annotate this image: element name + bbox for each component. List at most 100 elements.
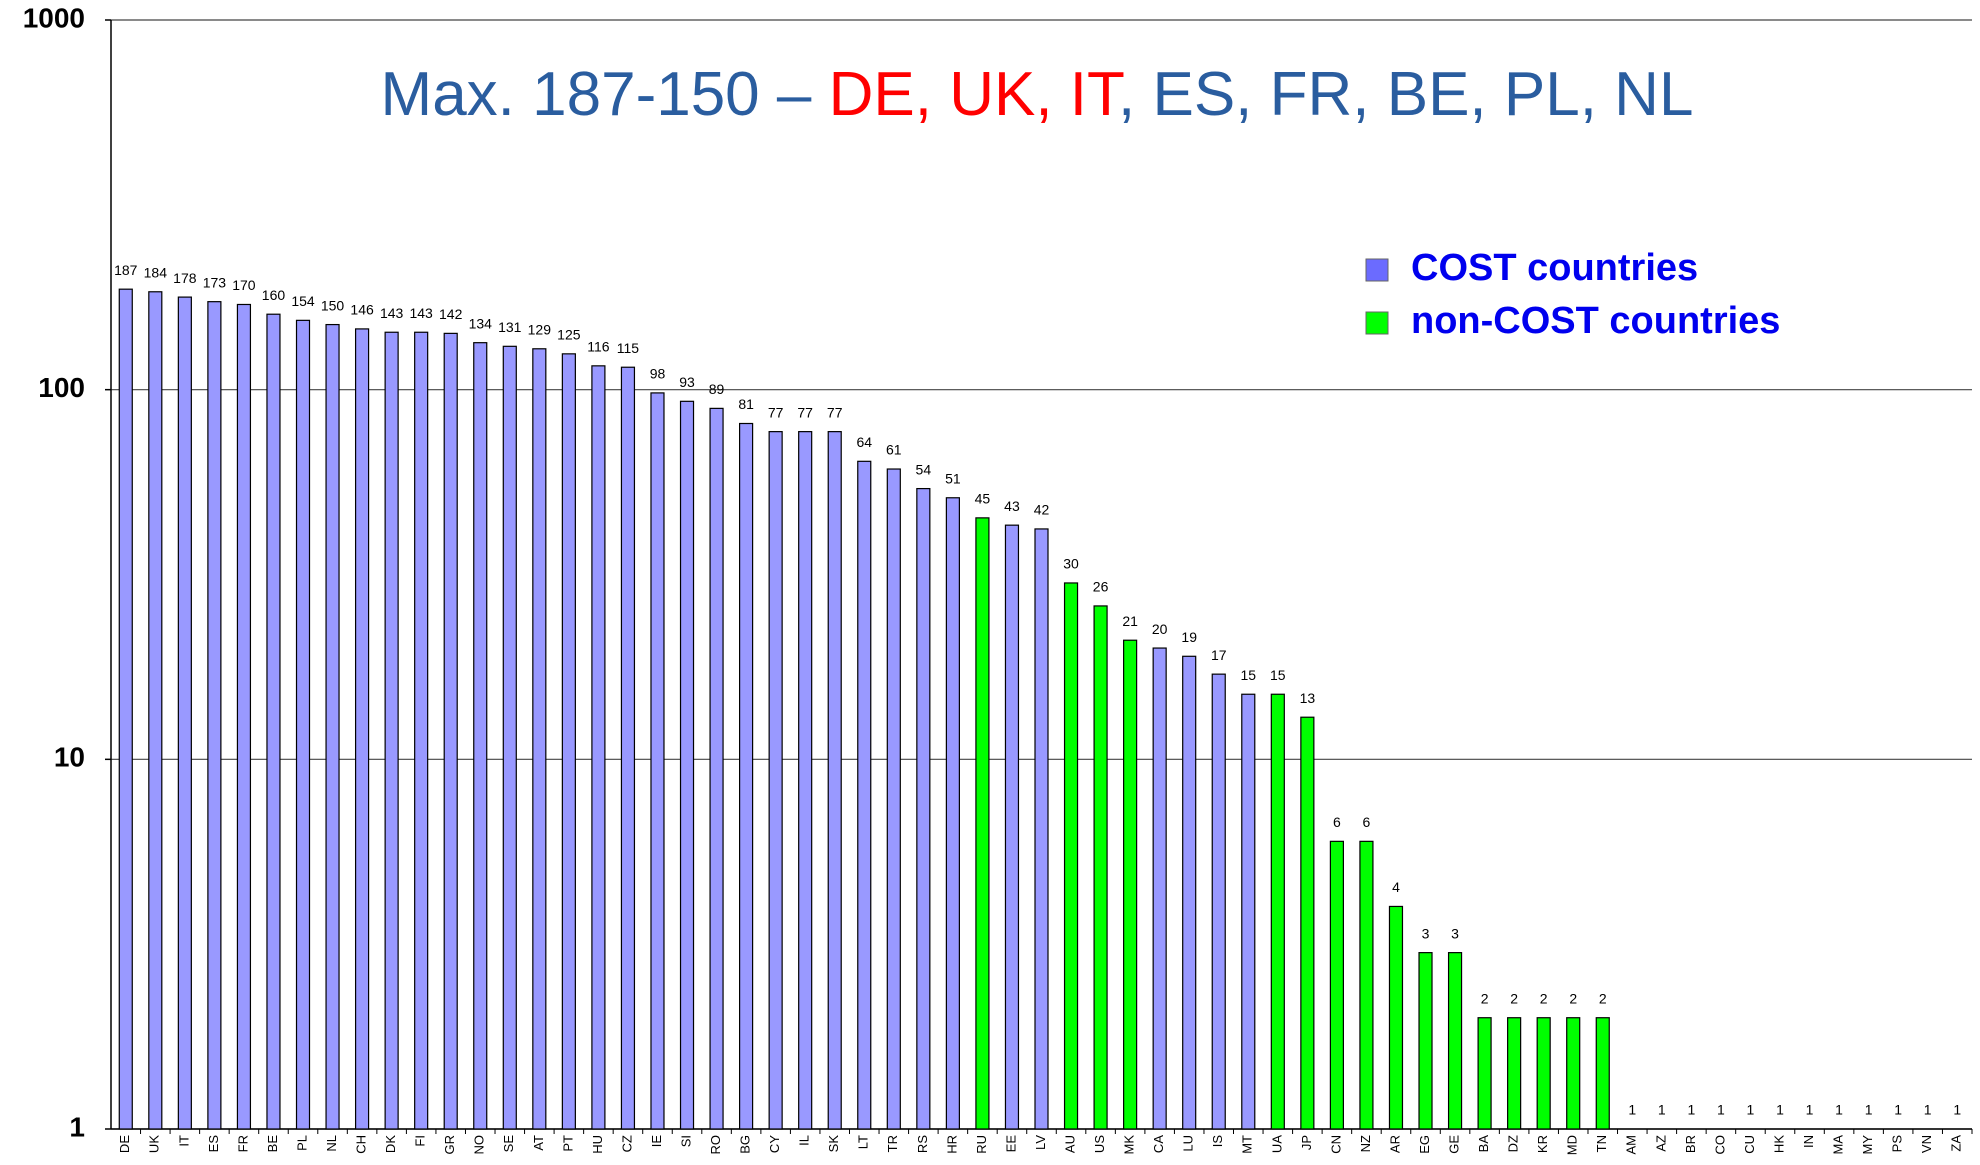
- x-tick-label: EE: [1003, 1135, 1018, 1153]
- data-label: 89: [709, 381, 725, 397]
- x-tick-label: RO: [708, 1135, 723, 1155]
- x-tick-label: HK: [1771, 1135, 1786, 1153]
- bar: [650, 392, 665, 1130]
- chart-title: Max. 187-150 – DE, UK, IT, ES, FR, BE, P…: [381, 60, 1694, 129]
- data-label: 20: [1152, 621, 1168, 637]
- bar: [443, 332, 458, 1130]
- x-tick-label: DZ: [1506, 1135, 1521, 1152]
- data-label: 42: [1034, 502, 1050, 518]
- x-tick-label: ES: [206, 1135, 221, 1153]
- x-tick-label: NZ: [1358, 1135, 1373, 1152]
- bar: [1034, 528, 1049, 1130]
- x-tick-label: LU: [1181, 1135, 1196, 1152]
- data-label: 1: [1658, 1102, 1666, 1118]
- x-tick-label: IN: [1801, 1135, 1816, 1148]
- bar: [1418, 952, 1433, 1130]
- data-label: 1: [1894, 1102, 1902, 1118]
- x-tick-label: BG: [738, 1135, 753, 1154]
- bar: [886, 468, 901, 1130]
- title-part: DE: [829, 60, 915, 129]
- data-label: 2: [1510, 990, 1518, 1006]
- title-part: ,: [1035, 60, 1069, 129]
- data-label: 93: [679, 374, 695, 390]
- x-tick-label: MY: [1860, 1135, 1875, 1155]
- data-label: 77: [797, 404, 813, 420]
- x-tick-label: SK: [826, 1135, 841, 1153]
- bar: [177, 296, 192, 1130]
- data-label: 160: [262, 287, 286, 303]
- x-tick-label: NO: [472, 1135, 487, 1155]
- x-tick-label: GE: [1446, 1135, 1461, 1154]
- bar: [1595, 1017, 1610, 1130]
- y-tick-label: 1: [69, 1111, 85, 1142]
- data-label: 64: [856, 434, 872, 450]
- data-label: 1: [1953, 1102, 1961, 1118]
- x-tick-label: PL: [294, 1135, 309, 1151]
- x-tick-label: SI: [678, 1135, 693, 1147]
- bar: [798, 431, 813, 1130]
- data-label: 21: [1122, 613, 1138, 629]
- data-label: 3: [1422, 925, 1430, 941]
- x-tick-label: BA: [1476, 1135, 1491, 1153]
- legend-swatch: [1365, 258, 1389, 282]
- bar: [118, 288, 133, 1130]
- x-tick-label: VN: [1919, 1135, 1934, 1153]
- bar: [768, 431, 783, 1130]
- x-tick-label: CA: [1151, 1135, 1166, 1153]
- data-label: 134: [469, 315, 493, 331]
- data-label: 1: [1687, 1102, 1695, 1118]
- y-tick-label: 1000: [23, 2, 85, 33]
- data-label: 61: [886, 442, 902, 458]
- x-tick-label: GR: [442, 1135, 457, 1155]
- data-label: 81: [738, 396, 754, 412]
- legend-label: COST countries: [1411, 247, 1698, 289]
- x-tick-label: LV: [1033, 1135, 1048, 1150]
- bar: [236, 303, 252, 1130]
- title-part: IT: [1070, 60, 1124, 129]
- bar: [1507, 1017, 1522, 1130]
- x-tick-label: TN: [1594, 1135, 1609, 1152]
- x-tick-label: CU: [1742, 1135, 1757, 1154]
- bar: [354, 328, 370, 1130]
- x-tick-label: RS: [915, 1135, 930, 1153]
- bar: [1211, 673, 1226, 1130]
- data-label: 131: [498, 319, 522, 335]
- x-tick-label: PS: [1890, 1135, 1905, 1153]
- data-label: 15: [1240, 667, 1256, 683]
- data-label: 184: [144, 264, 168, 280]
- legend-swatch: [1365, 311, 1389, 335]
- bar: [561, 353, 576, 1130]
- x-tick-label: CZ: [619, 1135, 634, 1152]
- data-label: 1: [1717, 1102, 1725, 1118]
- bar: [1536, 1017, 1551, 1130]
- data-label: 178: [173, 270, 197, 286]
- data-label: 6: [1363, 814, 1371, 830]
- bar: [591, 365, 606, 1130]
- data-label: 43: [1004, 498, 1020, 514]
- x-tick-label: UK: [147, 1135, 162, 1153]
- x-tick-label: MA: [1831, 1135, 1846, 1155]
- bar: [857, 460, 872, 1130]
- data-label: 26: [1093, 579, 1109, 595]
- title-part: ,: [915, 60, 949, 129]
- bar: [739, 422, 754, 1130]
- x-tick-label: SE: [501, 1135, 516, 1153]
- data-label: 1: [1835, 1102, 1843, 1118]
- bar: [266, 313, 281, 1130]
- x-tick-label: AU: [1062, 1135, 1077, 1153]
- bar: [1123, 639, 1138, 1130]
- x-tick-label: PT: [560, 1135, 575, 1152]
- bar: [1241, 693, 1256, 1130]
- bar: [532, 348, 547, 1130]
- x-tick-label: UA: [1269, 1135, 1284, 1153]
- data-label: 54: [916, 461, 932, 477]
- legend-label: non-COST countries: [1411, 300, 1780, 342]
- x-tick-label: CY: [767, 1135, 782, 1153]
- y-tick-label: 10: [54, 742, 85, 773]
- data-label: 51: [945, 470, 961, 486]
- x-tick-label: CH: [354, 1135, 369, 1154]
- bar: [916, 487, 931, 1130]
- x-tick-label: FR: [235, 1135, 250, 1152]
- x-tick-label: RU: [974, 1135, 989, 1154]
